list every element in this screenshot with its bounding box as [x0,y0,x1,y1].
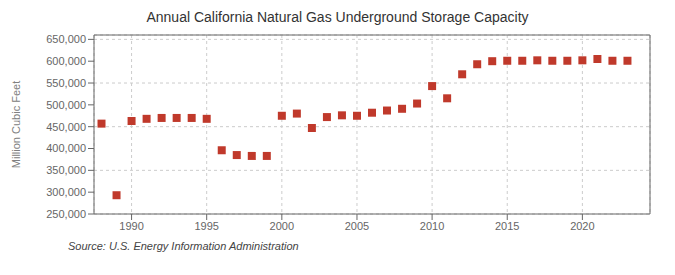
svg-text:500,000: 500,000 [46,99,86,111]
svg-text:250,000: 250,000 [46,208,86,220]
svg-text:400,000: 400,000 [46,142,86,154]
svg-text:1995: 1995 [194,220,218,232]
svg-text:2015: 2015 [495,220,519,232]
svg-text:1990: 1990 [119,220,143,232]
svg-text:Million Cubic Feet: Million Cubic Feet [10,81,22,168]
svg-text:650,000: 650,000 [46,33,86,45]
svg-text:2020: 2020 [570,220,594,232]
svg-text:2005: 2005 [345,220,369,232]
html-text:Source: U.S. Energy Informatio: Source: U.S. Energy Information Administ… [68,240,299,252]
svg-text:300,000: 300,000 [46,186,86,198]
svg-text:2000: 2000 [270,220,294,232]
svg-text:2010: 2010 [420,220,444,232]
svg-text:600,000: 600,000 [46,55,86,67]
svg-text:450,000: 450,000 [46,121,86,133]
svg-text:550,000: 550,000 [46,77,86,89]
svg-text:350,000: 350,000 [46,164,86,176]
html-text:Annual California Natural Gas: Annual California Natural Gas Undergroun… [146,9,529,25]
